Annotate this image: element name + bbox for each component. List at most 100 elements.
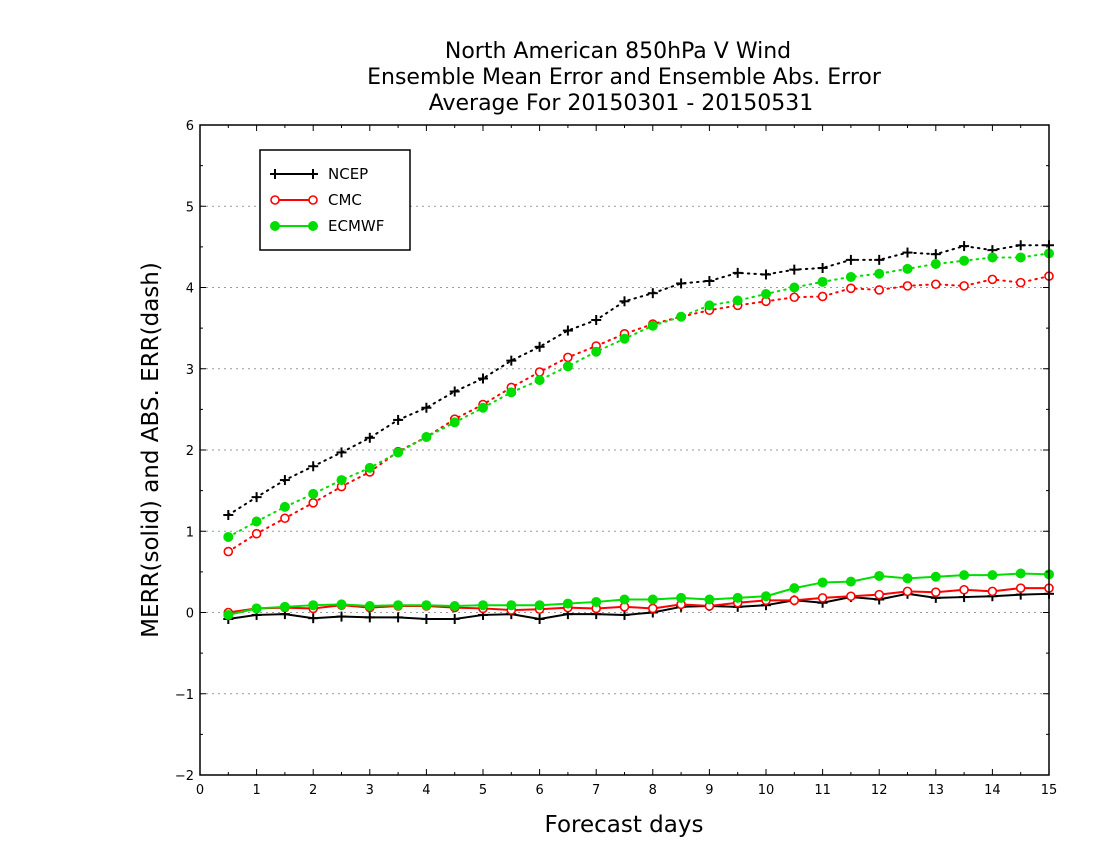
data-point-ncep-abs-err bbox=[364, 432, 375, 443]
data-point-cmc-abs-err bbox=[251, 528, 262, 539]
data-point-ecmwf-abs-err bbox=[251, 516, 262, 527]
x-tick-label: 9 bbox=[705, 783, 713, 798]
data-point-ecmwf-merr bbox=[279, 601, 290, 612]
data-point-ncep-merr bbox=[336, 611, 347, 622]
data-point-ncep-abs-err bbox=[676, 278, 687, 289]
legend-marker-cmc bbox=[270, 195, 280, 205]
data-point-cmc-merr bbox=[930, 587, 941, 597]
data-point-ecmwf-abs-err bbox=[676, 311, 687, 322]
data-point-ecmwf-abs-err bbox=[817, 276, 828, 287]
data-point-cmc-abs-err bbox=[789, 292, 800, 303]
data-point-ecmwf-abs-err bbox=[619, 333, 630, 344]
legend-marker-ncep bbox=[308, 169, 318, 179]
data-point-ecmwf-abs-err bbox=[506, 387, 517, 398]
data-point-ecmwf-abs-err bbox=[336, 475, 347, 486]
data-point-ecmwf-merr bbox=[647, 594, 658, 605]
data-point-ncep-merr bbox=[308, 613, 319, 624]
chart-title: North American 850hPa V Wind Ensemble Me… bbox=[367, 39, 882, 116]
data-point-ecmwf-abs-err bbox=[279, 501, 290, 512]
data-point-ecmwf-abs-err bbox=[591, 346, 602, 357]
data-point-cmc-merr bbox=[789, 595, 800, 606]
data-point-cmc-merr bbox=[817, 593, 828, 603]
data-point-ecmwf-merr bbox=[676, 592, 687, 603]
y-tick-label: 5 bbox=[186, 200, 194, 215]
x-tick-label: 11 bbox=[814, 783, 831, 798]
title-line-3: Average For 20150301 - 20150531 bbox=[429, 91, 814, 116]
data-point-ecmwf-abs-err bbox=[789, 282, 800, 293]
x-tick-label: 15 bbox=[1041, 783, 1058, 798]
data-point-ncep-abs-err bbox=[308, 461, 319, 472]
data-point-ecmwf-merr bbox=[336, 599, 347, 610]
data-point-ecmwf-abs-err bbox=[421, 432, 432, 442]
data-point-ecmwf-abs-err bbox=[308, 488, 319, 499]
series-ecmwf bbox=[223, 248, 1054, 620]
series-line-cmc-abs-err bbox=[227, 275, 1050, 553]
data-point-ecmwf-abs-err bbox=[987, 252, 998, 263]
data-point-cmc-merr bbox=[1015, 583, 1026, 593]
data-point-cmc-merr bbox=[902, 586, 913, 597]
data-point-ecmwf-abs-err bbox=[562, 361, 573, 372]
data-point-cmc-abs-err bbox=[987, 274, 998, 285]
data-point-ecmwf-abs-err bbox=[902, 263, 913, 274]
x-tick-label: 2 bbox=[309, 783, 317, 798]
data-point-cmc-abs-err bbox=[308, 498, 319, 508]
data-point-ecmwf-merr bbox=[449, 601, 460, 611]
data-point-ncep-abs-err bbox=[223, 510, 234, 520]
x-tick-label: 4 bbox=[422, 783, 430, 798]
x-tick-label: 5 bbox=[479, 783, 487, 798]
data-point-cmc-merr bbox=[987, 586, 998, 597]
data-point-ecmwf-merr bbox=[704, 594, 715, 605]
x-tick-label: 7 bbox=[592, 783, 600, 798]
y-tick-label: 3 bbox=[186, 363, 194, 378]
data-point-cmc-abs-err bbox=[1015, 277, 1026, 288]
data-point-ecmwf-abs-err bbox=[647, 320, 658, 331]
y-tick-label: −1 bbox=[175, 688, 194, 703]
data-point-cmc-abs-err bbox=[874, 285, 885, 295]
data-point-ecmwf-merr bbox=[761, 591, 771, 602]
data-point-ecmwf-merr bbox=[562, 598, 573, 609]
data-point-ecmwf-merr bbox=[478, 600, 488, 611]
data-point-ecmwf-merr bbox=[1015, 568, 1026, 579]
data-point-ncep-abs-err bbox=[789, 264, 800, 275]
y-tick-label: 2 bbox=[186, 444, 194, 459]
data-point-cmc-merr bbox=[647, 603, 658, 614]
data-point-ncep-merr bbox=[393, 612, 404, 623]
legend: NCEP CMC ECMWF bbox=[259, 149, 411, 251]
data-point-ncep-abs-err bbox=[845, 254, 856, 265]
series-line-ncep-abs-err bbox=[227, 244, 1050, 516]
data-point-ncep-merr bbox=[449, 614, 460, 624]
data-point-ncep-abs-err bbox=[930, 249, 941, 260]
data-point-ncep-abs-err bbox=[704, 276, 715, 286]
data-point-ecmwf-merr bbox=[251, 603, 262, 614]
data-point-ecmwf-merr bbox=[223, 609, 234, 620]
data-point-ncep-abs-err bbox=[902, 247, 913, 258]
legend-label-ecmwf: ECMWF bbox=[328, 217, 384, 235]
data-point-ecmwf-merr bbox=[817, 577, 828, 588]
data-point-ecmwf-abs-err bbox=[1015, 252, 1026, 263]
data-point-ecmwf-abs-err bbox=[874, 268, 885, 279]
data-point-ecmwf-merr bbox=[364, 601, 375, 611]
y-tick-label: 6 bbox=[186, 119, 194, 134]
data-point-ecmwf-abs-err bbox=[704, 300, 715, 311]
data-point-cmc-merr bbox=[846, 591, 856, 602]
legend-item-ncep: NCEP bbox=[270, 165, 368, 183]
data-point-ecmwf-abs-err bbox=[930, 258, 941, 269]
data-point-ncep-abs-err bbox=[279, 475, 290, 486]
data-point-ecmwf-merr bbox=[959, 570, 970, 581]
data-point-ecmwf-abs-err bbox=[449, 417, 460, 428]
data-point-ncep-abs-err bbox=[336, 447, 347, 458]
data-point-ecmwf-merr bbox=[930, 571, 941, 582]
data-point-ecmwf-abs-err bbox=[478, 402, 488, 413]
data-point-cmc-merr bbox=[874, 589, 885, 600]
legend-marker-ncep bbox=[270, 169, 280, 179]
data-point-ecmwf-merr bbox=[308, 600, 319, 611]
y-tick-label: 0 bbox=[186, 607, 194, 622]
data-point-ecmwf-abs-err bbox=[761, 289, 771, 299]
x-tick-label: 1 bbox=[252, 783, 260, 798]
x-axis-label: Forecast days bbox=[545, 812, 704, 838]
data-point-ecmwf-merr bbox=[987, 570, 998, 581]
data-point-ecmwf-abs-err bbox=[845, 271, 856, 282]
data-point-ncep-abs-err bbox=[251, 492, 262, 503]
